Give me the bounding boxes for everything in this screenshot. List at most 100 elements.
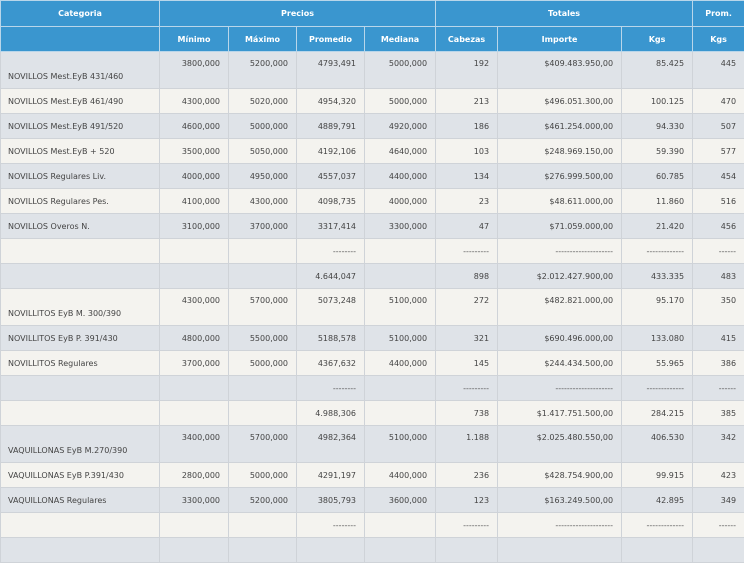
cell-prom-kgs: 454 — [693, 164, 744, 189]
table-row — [1, 538, 744, 563]
cell-cabezas: 272 — [436, 289, 498, 326]
header-prom-kgs: Kgs — [693, 27, 744, 52]
cell-kgs: 133.080 — [622, 326, 693, 351]
cell-minimo: 4600,000 — [160, 114, 229, 139]
cell-kgs: ------------- — [622, 513, 693, 538]
cell-minimo: 3700,000 — [160, 351, 229, 376]
cell-maximo: 3700,000 — [229, 214, 297, 239]
cell-minimo — [160, 401, 229, 426]
cell-maximo: 5500,000 — [229, 326, 297, 351]
cell-promedio: 4889,791 — [297, 114, 365, 139]
cell-maximo: 4950,000 — [229, 164, 297, 189]
cell-kgs: ------------- — [622, 239, 693, 264]
cell-maximo: 5050,000 — [229, 139, 297, 164]
cell-importe: $2.025.480.550,00 — [498, 426, 622, 463]
cell-prom-kgs: 350 — [693, 289, 744, 326]
cell-cabezas: 1.188 — [436, 426, 498, 463]
cell-category: NOVILLOS Overos N. — [1, 214, 160, 239]
cell-cabezas: 23 — [436, 189, 498, 214]
cell-minimo: 4300,000 — [160, 89, 229, 114]
cell-kgs: 60.785 — [622, 164, 693, 189]
cell-category: VAQUILLONAS EyB P.391/430 — [1, 463, 160, 488]
cell-category — [1, 513, 160, 538]
cell-mediana: 4400,000 — [365, 463, 436, 488]
cell-promedio — [297, 538, 365, 563]
cell-mediana — [365, 538, 436, 563]
cell-category — [1, 401, 160, 426]
cell-maximo: 5700,000 — [229, 426, 297, 463]
cell-category: NOVILLOS Regulares Liv. — [1, 164, 160, 189]
cell-promedio: 4291,197 — [297, 463, 365, 488]
cell-promedio: -------- — [297, 513, 365, 538]
header-minimo: Mínimo — [160, 27, 229, 52]
cell-importe: $163.249.500,00 — [498, 488, 622, 513]
cell-prom-kgs: ------ — [693, 513, 744, 538]
cell-minimo: 4100,000 — [160, 189, 229, 214]
cell-importe: $409.483.950,00 — [498, 52, 622, 89]
cell-maximo — [229, 401, 297, 426]
cell-category: VAQUILLONAS EyB M.270/390 — [1, 426, 160, 463]
cell-prom-kgs: 516 — [693, 189, 744, 214]
cell-minimo — [160, 239, 229, 264]
header-totales: Totales — [436, 1, 693, 27]
cell-minimo: 3300,000 — [160, 488, 229, 513]
header-categoria: Categoria — [1, 1, 160, 27]
cell-maximo — [229, 376, 297, 401]
cell-importe: -------------------- — [498, 376, 622, 401]
cell-minimo — [160, 538, 229, 563]
cell-minimo — [160, 513, 229, 538]
cell-minimo: 4300,000 — [160, 289, 229, 326]
cell-promedio: 4557,037 — [297, 164, 365, 189]
cell-importe: $71.059.000,00 — [498, 214, 622, 239]
cell-category: NOVILLOS Mest.EyB 431/460 — [1, 52, 160, 89]
cell-mediana: 4640,000 — [365, 139, 436, 164]
cell-cabezas: 145 — [436, 351, 498, 376]
cell-prom-kgs: 342 — [693, 426, 744, 463]
cell-prom-kgs: 349 — [693, 488, 744, 513]
cell-cabezas: 134 — [436, 164, 498, 189]
cell-kgs: 59.390 — [622, 139, 693, 164]
cell-category: NOVILLITOS Regulares — [1, 351, 160, 376]
cell-category — [1, 239, 160, 264]
cell-maximo: 5200,000 — [229, 52, 297, 89]
cell-promedio: 4.644,047 — [297, 264, 365, 289]
cell-promedio: 4793,491 — [297, 52, 365, 89]
cell-kgs: 85.425 — [622, 52, 693, 89]
cell-category — [1, 538, 160, 563]
cell-importe: $428.754.900,00 — [498, 463, 622, 488]
cell-cabezas — [436, 538, 498, 563]
cell-mediana — [365, 513, 436, 538]
cell-mediana: 5100,000 — [365, 289, 436, 326]
cell-category — [1, 264, 160, 289]
cell-maximo — [229, 239, 297, 264]
header-kgs: Kgs — [622, 27, 693, 52]
cell-mediana: 4400,000 — [365, 351, 436, 376]
cell-prom-kgs: 577 — [693, 139, 744, 164]
cell-prom-kgs: 470 — [693, 89, 744, 114]
cell-importe: $248.969.150,00 — [498, 139, 622, 164]
cell-minimo: 3100,000 — [160, 214, 229, 239]
cell-kgs: 406.530 — [622, 426, 693, 463]
cell-importe — [498, 538, 622, 563]
header-maximo: Máximo — [229, 27, 297, 52]
cell-importe: $690.496.000,00 — [498, 326, 622, 351]
cell-cabezas: 123 — [436, 488, 498, 513]
cell-cabezas: 213 — [436, 89, 498, 114]
cell-cabezas: 47 — [436, 214, 498, 239]
cell-importe: $461.254.000,00 — [498, 114, 622, 139]
cell-kgs: 11.860 — [622, 189, 693, 214]
cell-kgs: 99.915 — [622, 463, 693, 488]
cell-kgs: 94.330 — [622, 114, 693, 139]
cell-minimo: 3500,000 — [160, 139, 229, 164]
cell-importe: $482.821.000,00 — [498, 289, 622, 326]
cell-category: NOVILLOS Mest.EyB + 520 — [1, 139, 160, 164]
cell-prom-kgs: 507 — [693, 114, 744, 139]
cell-promedio: 4098,735 — [297, 189, 365, 214]
